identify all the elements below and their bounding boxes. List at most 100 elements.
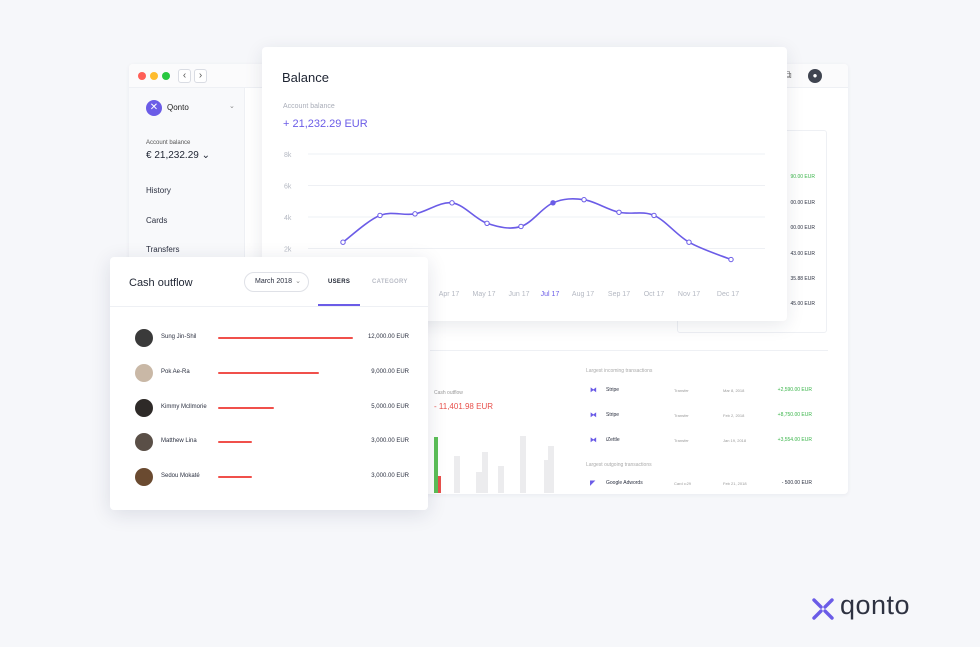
balance-line-chart[interactable]: 8k 6k 4k 2k Apr 17 May 17 Jun 17 Jul 17 Aug 17 Se… — [262, 47, 787, 321]
tx-type: Transfer — [674, 413, 689, 418]
data-point[interactable] — [686, 239, 692, 245]
izettle-icon: ⧓ — [590, 437, 597, 444]
y-tick-label: 2k — [284, 247, 292, 254]
data-point[interactable] — [377, 212, 383, 219]
chevron-down-icon[interactable]: ⌄ — [229, 103, 235, 110]
data-point[interactable] — [412, 211, 418, 217]
sidebar-item-cards[interactable]: Cards — [146, 216, 168, 225]
tx-amount: +8,750.00 EUR — [777, 412, 812, 418]
tx-name[interactable]: Google Adwords — [606, 480, 643, 486]
summary-value: 35.88 EUR — [790, 276, 815, 282]
summary-value: 90.00 EUR — [790, 174, 815, 180]
maximize-window-button[interactable] — [162, 72, 170, 80]
user-amount: 3,000.00 EUR — [371, 438, 409, 444]
data-point[interactable] — [340, 239, 346, 245]
back-button[interactable]: ‹ — [178, 69, 191, 83]
tx-amount: - 500.00 EUR — [781, 480, 812, 486]
data-point[interactable] — [728, 256, 734, 263]
data-point[interactable] — [616, 209, 622, 215]
user-name: Sedou Mokaté — [161, 473, 200, 479]
forward-button[interactable]: › — [194, 69, 207, 83]
tx-date: Mar 8, 2018 — [723, 388, 745, 393]
stripe-icon: ⧓ — [590, 412, 597, 419]
user-amount-bar — [218, 372, 320, 374]
brand-name[interactable]: Qonto — [167, 103, 189, 112]
tx-name[interactable]: Stripe — [606, 412, 620, 418]
outflow-bar — [520, 436, 526, 493]
user-amount-bar — [218, 476, 252, 478]
close-window-button[interactable] — [138, 72, 146, 80]
share-icon[interactable]: ⧉ — [784, 70, 792, 81]
y-tick-label: 4k — [284, 215, 292, 222]
outflow-bar — [544, 460, 550, 493]
user-amount-bar — [218, 337, 353, 339]
minimize-window-button[interactable] — [150, 72, 158, 80]
x-tick-label[interactable]: Oct 17 — [644, 291, 665, 298]
month-select[interactable]: March 2018 ⌄ — [244, 272, 309, 292]
sidebar-item-history[interactable]: History — [146, 186, 171, 195]
outflow-bar — [548, 446, 554, 493]
user-name: Kimmy Mcllmorie — [161, 404, 207, 410]
user-amount-bar — [218, 407, 275, 409]
user-amount: 12,000.00 EUR — [367, 334, 409, 340]
x-tick-label[interactable]: May 17 — [473, 291, 496, 298]
x-tick-label[interactable]: Aug 17 — [572, 291, 594, 298]
chevron-down-icon: ⌄ — [295, 278, 301, 285]
cash-outflow-card: Cash outflow March 2018 ⌄ USERS CATEGORY… — [110, 257, 428, 510]
tab-users[interactable]: USERS — [328, 279, 351, 285]
user-row[interactable]: Pok Ae-Ra 9,000.00 EUR — [110, 364, 428, 384]
tx-amount: +3,554.00 EUR — [777, 437, 812, 443]
user-amount-bar — [218, 441, 252, 443]
avatar — [135, 364, 153, 382]
user-row[interactable]: Sedou Mokaté 3,000.00 EUR — [110, 468, 428, 488]
summary-value: 45.00 EUR — [790, 301, 815, 307]
user-row[interactable]: Sung Jin-Shil 12,000.00 EUR — [110, 329, 428, 349]
user-row[interactable]: Kimmy Mcllmorie 5,000.00 EUR — [110, 399, 428, 419]
x-tick-label[interactable]: Jul 17 — [541, 291, 560, 298]
cash-outflow-label: Cash outflow — [434, 390, 463, 396]
data-point[interactable] — [550, 200, 556, 206]
active-tab-indicator — [318, 304, 360, 306]
data-point[interactable] — [484, 220, 490, 227]
balance-series-line — [342, 198, 732, 261]
outflow-bar — [482, 452, 488, 493]
avatar — [135, 399, 153, 417]
x-tick-label[interactable]: Apr 17 — [439, 291, 460, 298]
user-name: Sung Jin-Shil — [161, 334, 197, 340]
tx-name[interactable]: iZettle — [606, 437, 620, 443]
summary-value: 00.00 EUR — [790, 225, 815, 231]
x-tick-label[interactable]: Dec 17 — [717, 291, 739, 298]
outgoing-label: Largest outgoing transactions — [586, 462, 652, 468]
y-tick-label: 8k — [284, 152, 292, 159]
tx-date: Jan 19, 2018 — [723, 438, 747, 443]
cash-outflow-title: Cash outflow — [129, 277, 193, 289]
tx-date: Feb 2, 2018 — [723, 413, 745, 418]
user-row[interactable]: Matthew Lina 3,000.00 EUR — [110, 433, 428, 453]
balance-title: Balance — [282, 70, 329, 85]
summary-value: 00.00 EUR — [790, 200, 815, 206]
tx-name[interactable]: Stripe — [606, 387, 620, 393]
sidebar-item-transfers[interactable]: Transfers — [146, 245, 180, 254]
tx-amount: +2,590.00 EUR — [777, 387, 812, 393]
x-tick-label[interactable]: Sep 17 — [608, 291, 630, 298]
user-amount: 5,000.00 EUR — [371, 404, 409, 410]
data-point[interactable] — [449, 200, 455, 206]
data-point[interactable] — [518, 223, 524, 230]
profile-icon[interactable]: ● — [808, 69, 822, 83]
tx-type: Transfer — [674, 388, 689, 393]
outflow-bar — [498, 466, 504, 493]
tx-date: Feb 21, 2018 — [723, 481, 747, 486]
x-tick-label[interactable]: Jun 17 — [508, 291, 529, 298]
data-point[interactable] — [651, 212, 657, 219]
balance-account-label: Account balance — [283, 103, 335, 110]
qonto-logo-icon: ✕ — [146, 100, 162, 116]
data-point[interactable] — [581, 196, 587, 203]
qonto-wordmark: qonto — [840, 590, 911, 620]
tx-type: Card ••29 — [674, 481, 692, 486]
x-tick-label[interactable]: Nov 17 — [678, 291, 700, 298]
avatar — [135, 433, 153, 451]
user-name: Pok Ae-Ra — [161, 369, 190, 375]
account-balance-value[interactable]: € 21,232.29 ⌄ — [146, 150, 210, 161]
user-name: Matthew Lina — [161, 438, 197, 444]
tab-category[interactable]: CATEGORY — [372, 279, 408, 285]
